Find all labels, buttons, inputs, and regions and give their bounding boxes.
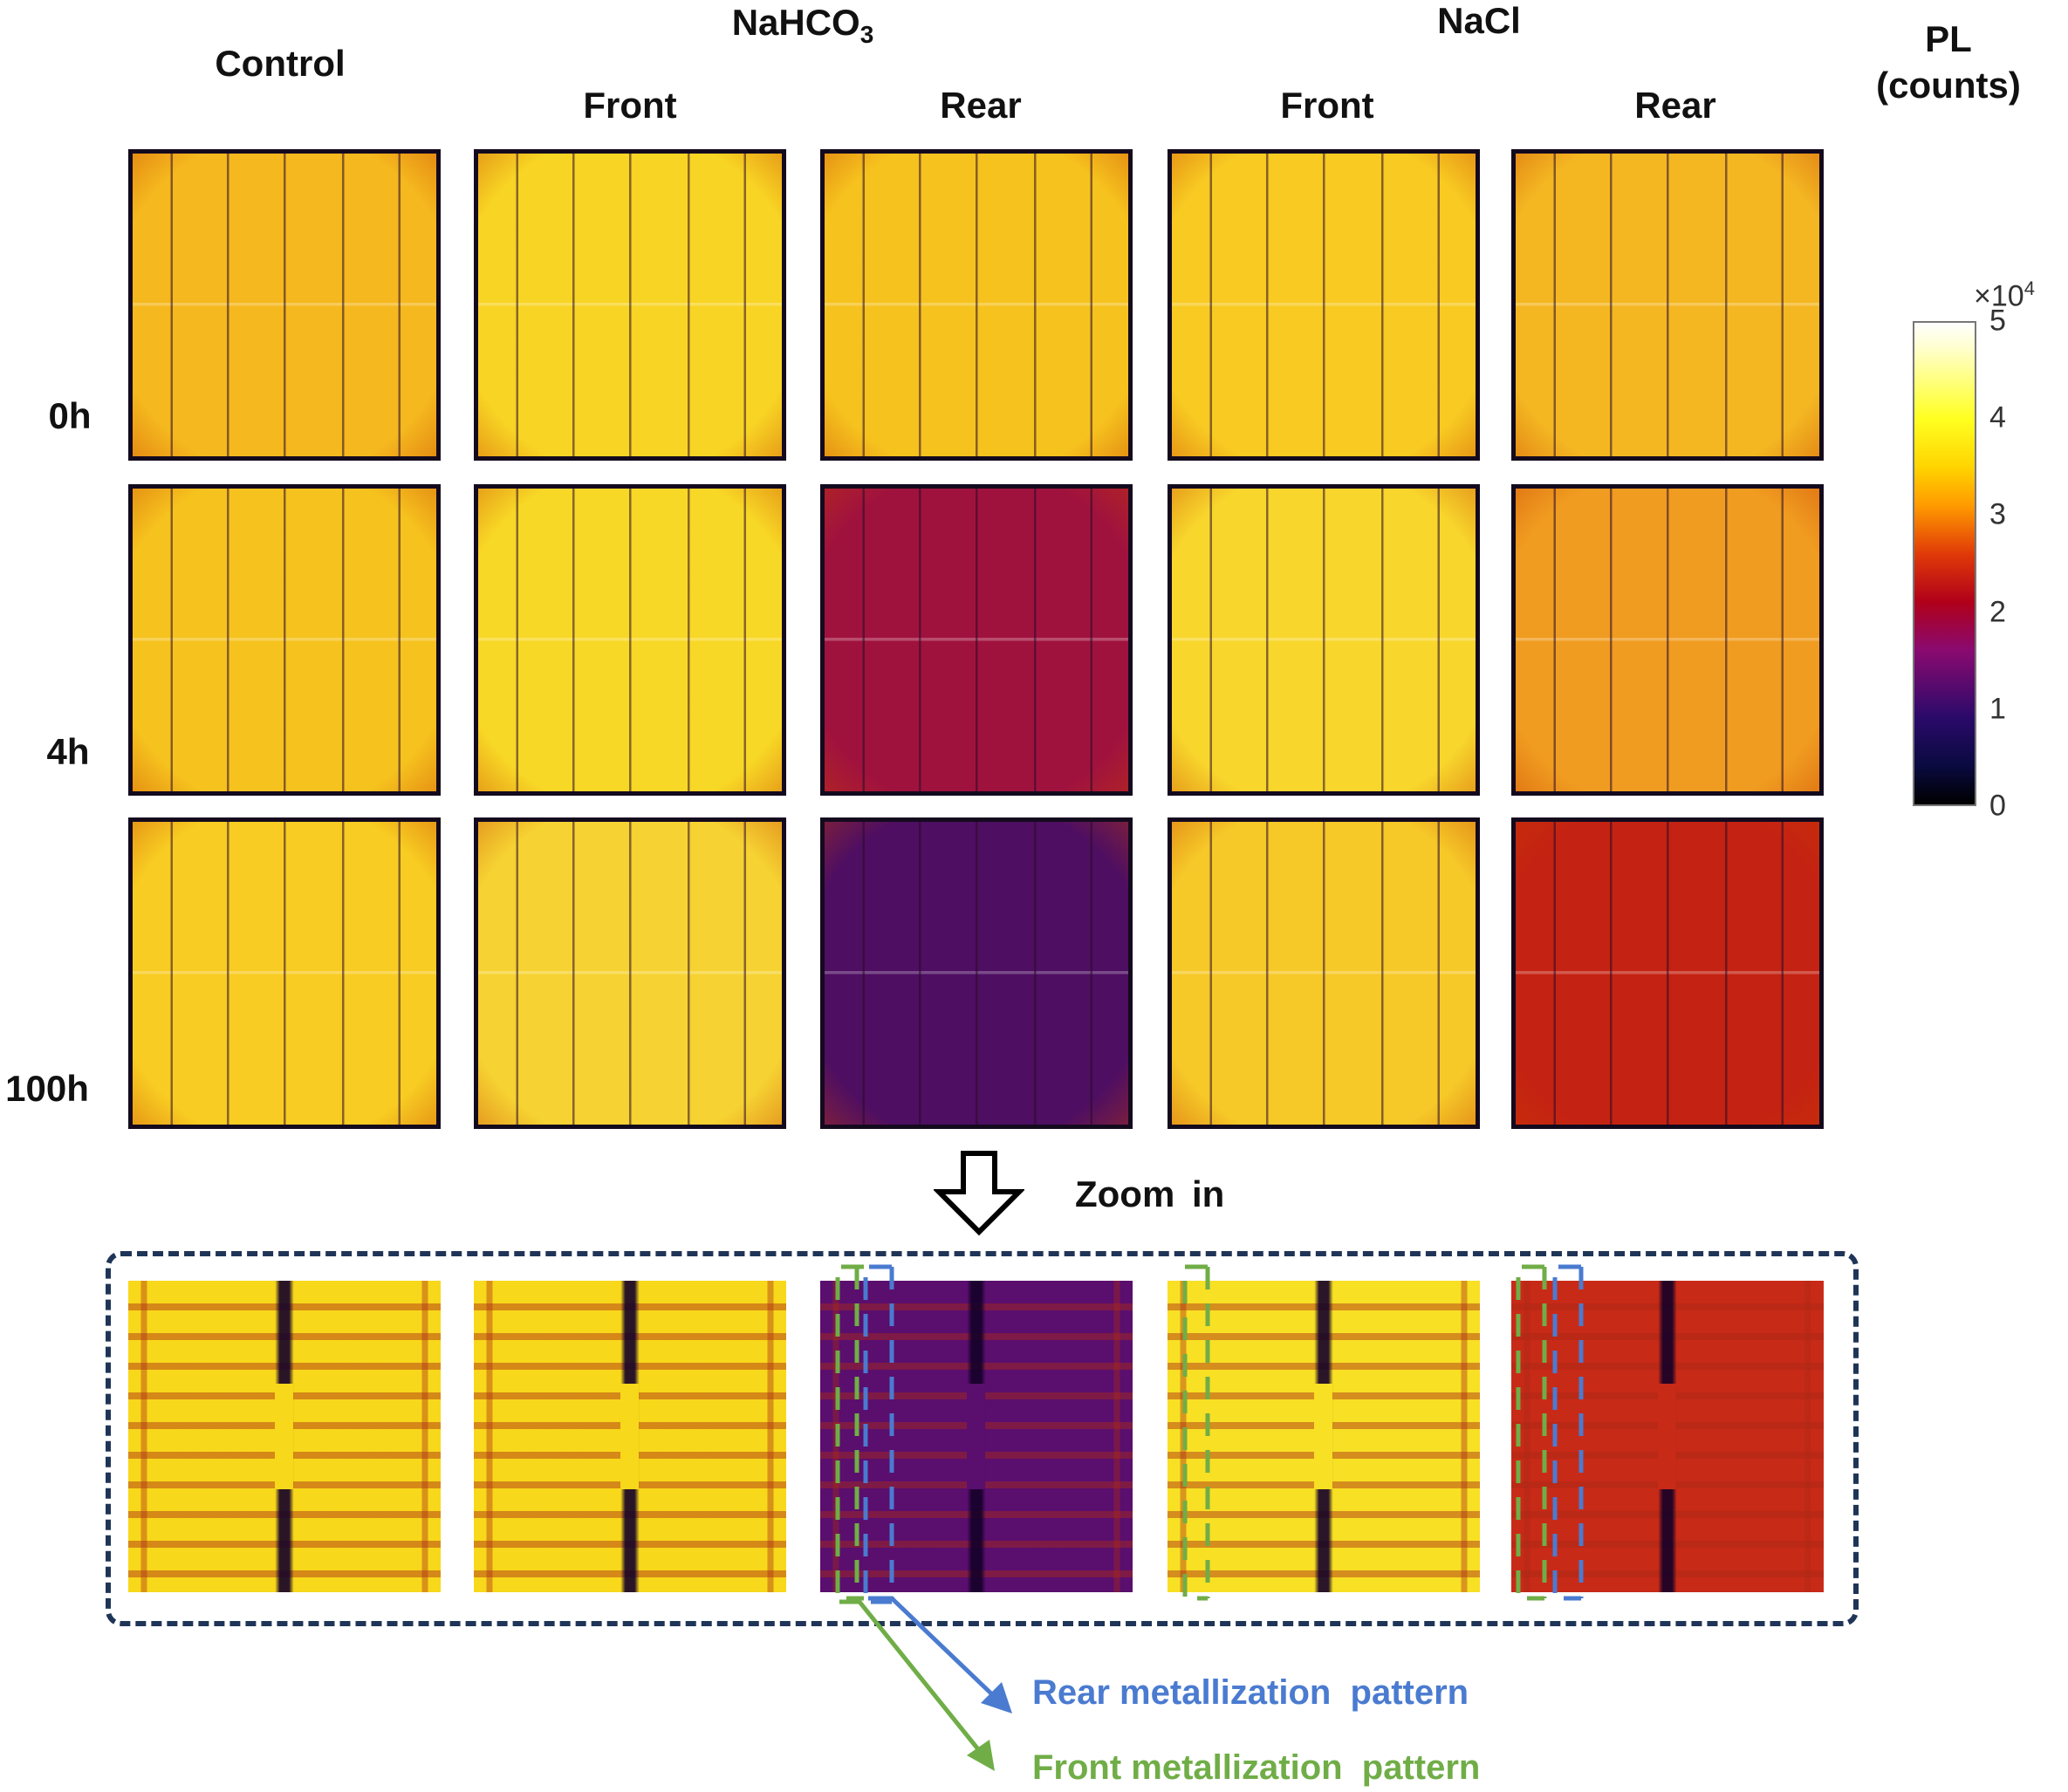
header-control: Control — [215, 43, 346, 84]
front-pattern-label: Front metallization pattern — [1032, 1748, 1481, 1787]
front-pattern-bracket-naclfront — [1182, 1264, 1208, 1601]
zoom-in-label: Zoom in — [1075, 1173, 1225, 1214]
colorbar-tick-label: 4 — [1989, 400, 2006, 434]
zoom-tile-nacl-front — [1168, 1281, 1480, 1592]
multiplier-exp: 4 — [2023, 277, 2035, 299]
rear-pattern-label: Rear metallization pattern — [1032, 1673, 1469, 1712]
zoom-tile-nahco3-front — [474, 1281, 786, 1592]
pl-image-nacl-rear-4h — [1511, 484, 1824, 796]
pl-image-control-0h — [128, 149, 441, 461]
colorbar-tick-label: 0 — [1989, 789, 2006, 823]
zoom-tile-nahco3-rear — [820, 1281, 1133, 1592]
header-nacl-rear: Rear — [1634, 85, 1716, 126]
pl-image-control-4h — [128, 484, 441, 796]
down-arrow-icon — [934, 1151, 1024, 1236]
header-nacl: NaCl — [1437, 0, 1521, 41]
pl-image-nacl-front-0h — [1168, 149, 1480, 461]
colorbar — [1913, 321, 1976, 806]
front-arrowhead-icon — [967, 1740, 995, 1771]
pl-image-nahco3-rear-4h — [820, 484, 1133, 796]
row-label-0h: 0h — [48, 395, 92, 436]
header-nahco3-rear: Rear — [940, 85, 1022, 126]
rear-pattern-bracket-rear1 — [863, 1264, 892, 1604]
colorbar-tick-label: 3 — [1989, 497, 2006, 531]
pl-image-nacl-front-4h — [1168, 484, 1480, 796]
pl-image-nahco3-rear-0h — [820, 149, 1133, 461]
row-label-4h: 4h — [46, 731, 90, 772]
zoom-tile-control — [128, 1281, 441, 1592]
colorbar-tick-label: 1 — [1989, 692, 2006, 726]
header-nahco3-front: Front — [583, 85, 677, 126]
front-pattern-arrow — [839, 1599, 983, 1755]
pl-image-nahco3-front-4h — [474, 484, 786, 796]
nahco3-main: NaHCO — [731, 1, 860, 43]
header-nahco3: NaHCO3 — [732, 2, 874, 49]
pl-image-nacl-front-100h — [1168, 817, 1480, 1129]
header-nacl-front: Front — [1280, 85, 1374, 126]
row-label-100h: 100h — [5, 1068, 89, 1109]
front-pattern-bracket-rear2 — [1516, 1264, 1544, 1601]
rear-arrowhead-icon — [981, 1682, 1012, 1713]
front-pattern-bracket-rear1 — [835, 1264, 864, 1601]
colorbar-multiplier: ×104 — [1974, 277, 2035, 313]
pl-image-nacl-rear-100h — [1511, 817, 1824, 1129]
multiplier-base: ×10 — [1974, 279, 2024, 313]
colorbar-tick-label: 2 — [1989, 595, 2006, 629]
rear-pattern-bracket-rear2 — [1552, 1264, 1581, 1601]
pl-image-nahco3-rear-100h — [820, 817, 1133, 1129]
pl-image-control-100h — [128, 817, 441, 1129]
pl-image-nacl-rear-0h — [1511, 149, 1824, 461]
rear-pattern-arrow — [868, 1596, 996, 1699]
colorbar-title-counts: (counts) — [1876, 65, 2021, 106]
zoom-region-box — [106, 1251, 1859, 1626]
pl-image-nahco3-front-0h — [474, 149, 786, 461]
zoom-tile-nacl-rear — [1511, 1281, 1824, 1592]
pl-image-nahco3-front-100h — [474, 817, 786, 1129]
colorbar-tick-label: 5 — [1989, 304, 2006, 338]
colorbar-title-pl: PL — [1925, 18, 1972, 59]
nahco3-subscript: 3 — [859, 21, 874, 49]
